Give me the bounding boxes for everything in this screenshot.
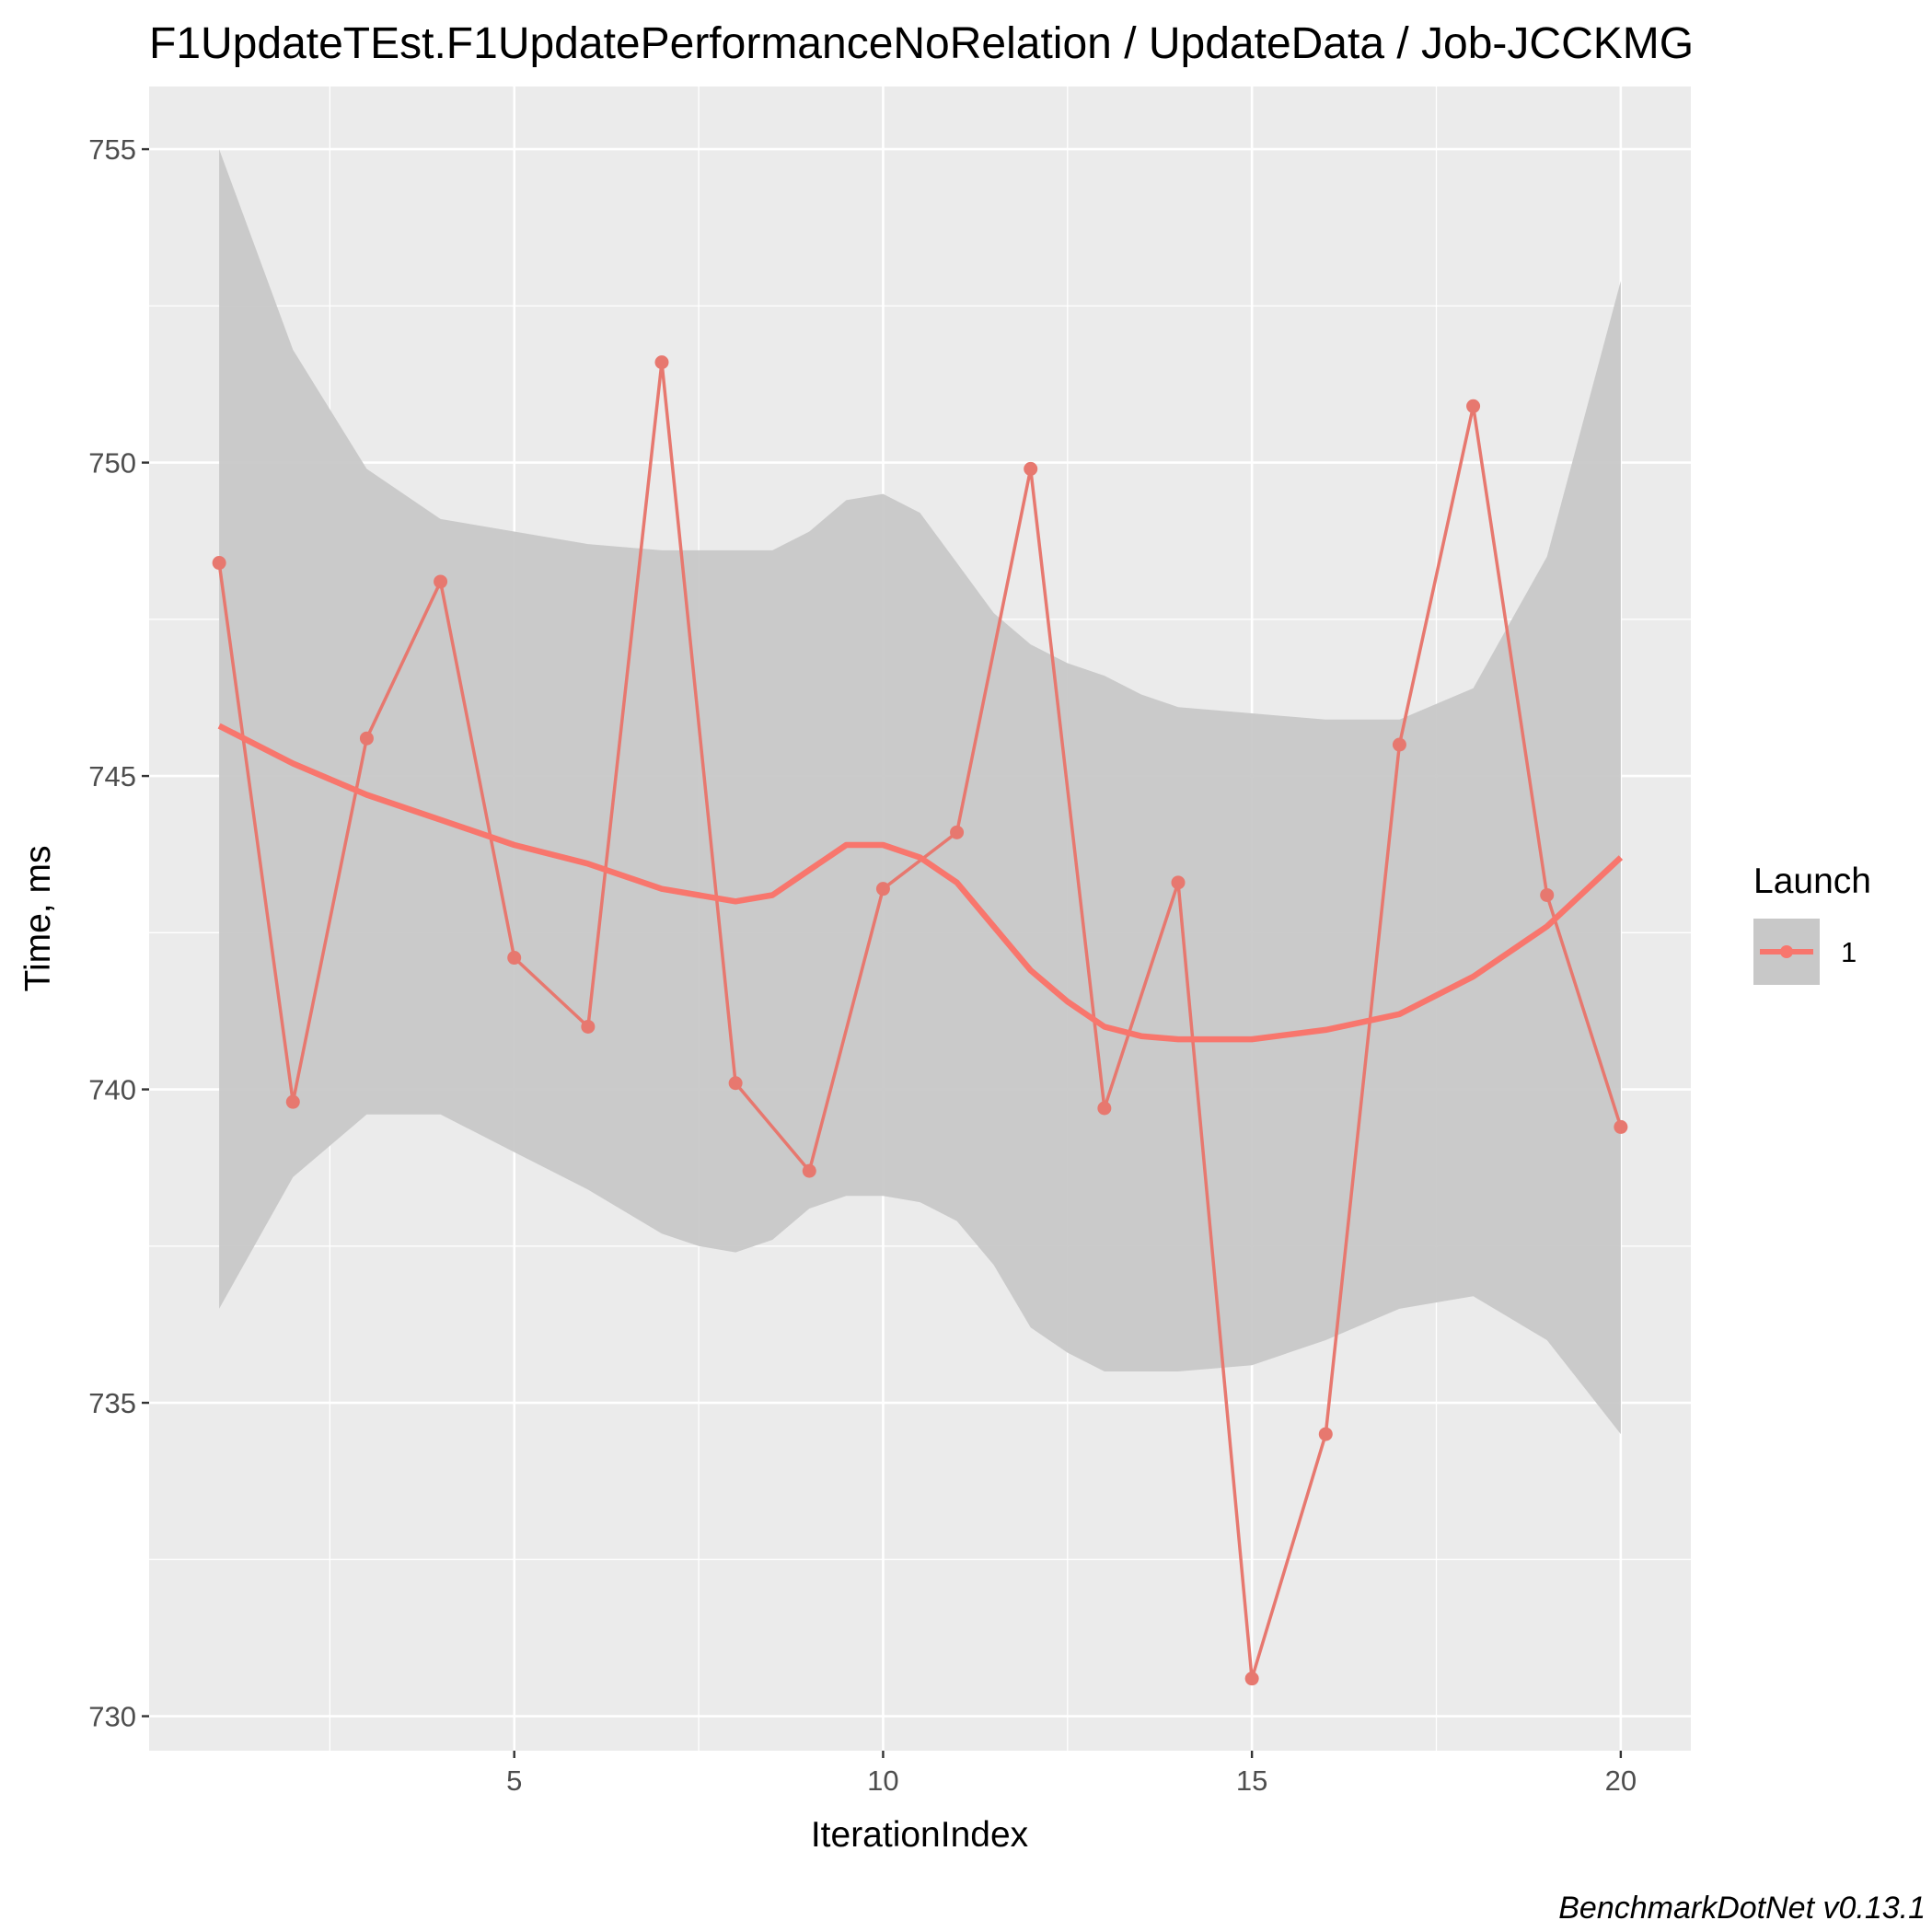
data-point [1614,1119,1628,1134]
smooth-trend-line [217,723,1624,1043]
confidence-band [219,149,1621,1435]
y-tick-label: 755 [88,133,136,166]
legend-key-point [1780,945,1793,958]
y-axis-title: Time, ms [18,846,58,992]
chart-title: F1UpdateTEst.F1UpdatePerformanceNoRelati… [149,19,1694,68]
data-point [875,882,890,897]
data-point [1097,1101,1112,1116]
y-axis-ticks: 730 735 740 745 750 755 [88,133,149,1733]
data-point [1392,737,1406,752]
data-point [1244,1672,1259,1686]
legend-label-1: 1 [1841,936,1857,968]
data-point [1024,461,1038,476]
x-axis-title: IterationIndex [811,1815,1029,1855]
data-point [728,1076,743,1091]
legend-title: Launch [1753,862,1871,901]
y-tick-label: 745 [88,760,136,792]
x-axis-ticks: 5 10 15 20 [506,1751,1637,1797]
data-point [654,355,669,370]
chart-caption: BenchmarkDotNet v0.13.1 [1558,1891,1926,1926]
data-point [285,1094,300,1109]
data-point [359,731,374,746]
x-tick-label: 5 [506,1764,522,1797]
data-point [1466,399,1481,413]
data-point [212,556,226,571]
y-tick-label: 740 [88,1074,136,1106]
data-point [1171,875,1186,890]
y-tick-label: 750 [88,447,136,480]
data-point [507,951,522,966]
data-point [802,1163,816,1178]
legend: Launch 1 [1753,862,1871,985]
x-tick-label: 20 [1605,1764,1637,1797]
data-point [434,574,448,589]
x-tick-label: 10 [867,1764,898,1797]
data-point [1540,887,1555,902]
data-point [581,1019,596,1034]
data-points [212,355,1628,1686]
y-tick-label: 730 [88,1701,136,1733]
y-tick-label: 735 [88,1387,136,1419]
major-gridlines [149,87,1691,1751]
data-point [1318,1427,1333,1441]
x-tick-label: 15 [1236,1764,1267,1797]
data-point [950,825,965,839]
